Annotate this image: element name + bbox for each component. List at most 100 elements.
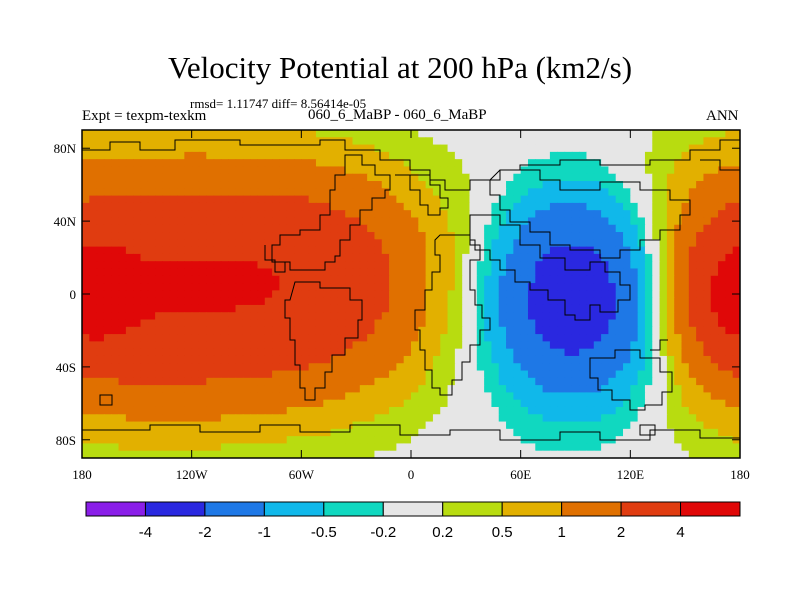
field-cell xyxy=(155,188,164,197)
field-cell xyxy=(250,428,259,437)
field-cell xyxy=(96,319,105,328)
field-cell xyxy=(703,246,712,255)
field-cell xyxy=(184,355,193,364)
field-cell xyxy=(279,232,288,240)
field-cell xyxy=(718,355,726,364)
field-cell xyxy=(506,246,514,255)
field-cell xyxy=(652,239,661,248)
field-cell xyxy=(674,130,683,138)
field-cell xyxy=(374,399,383,408)
field-cell xyxy=(732,312,740,321)
field-cell xyxy=(454,195,463,204)
field-cell xyxy=(432,210,441,219)
field-cell xyxy=(301,428,310,437)
field-cell xyxy=(242,290,251,299)
field-cell xyxy=(666,188,675,197)
field-cell xyxy=(601,188,609,197)
field-cell xyxy=(418,195,427,204)
field-cell xyxy=(462,436,471,445)
field-cell xyxy=(564,355,573,364)
field-cell xyxy=(96,246,105,255)
field-cell xyxy=(469,181,478,189)
field-cell xyxy=(666,443,675,452)
field-cell xyxy=(337,217,346,226)
field-cell xyxy=(637,181,646,189)
field-cell xyxy=(133,428,142,437)
field-cell xyxy=(601,406,609,415)
field-cell xyxy=(89,297,98,306)
field-cell xyxy=(213,334,222,342)
field-cell xyxy=(586,319,595,328)
field-cell xyxy=(257,341,266,350)
field-cell xyxy=(644,181,653,189)
field-cell xyxy=(571,268,580,277)
field-cell xyxy=(425,326,434,335)
field-cell xyxy=(718,173,726,182)
field-cell xyxy=(279,377,288,386)
field-cell xyxy=(630,421,639,430)
field-cell xyxy=(579,137,588,146)
field-cell xyxy=(133,261,142,270)
field-cell xyxy=(549,246,558,255)
field-cell xyxy=(579,217,588,226)
colorbar-swatch xyxy=(263,501,325,517)
field-cell xyxy=(659,144,668,153)
field-cell xyxy=(396,326,405,335)
field-cell xyxy=(89,130,98,138)
field-cell xyxy=(652,275,661,284)
field-cell xyxy=(345,348,354,357)
field-cell xyxy=(462,268,471,277)
field-cell xyxy=(111,188,120,197)
field-cell xyxy=(608,181,617,189)
field-cell xyxy=(659,414,668,423)
field-cell xyxy=(637,224,646,233)
field-cell xyxy=(542,283,551,291)
field-cell xyxy=(191,406,200,415)
field-cell xyxy=(257,312,266,321)
field-cell xyxy=(476,450,485,458)
field-cell xyxy=(177,275,185,284)
field-cell xyxy=(579,399,588,408)
field-cell xyxy=(579,334,588,342)
field-cell xyxy=(389,377,397,386)
field-cell xyxy=(674,137,683,146)
field-cell xyxy=(242,436,251,445)
field-cell xyxy=(710,195,719,204)
field-cell xyxy=(586,348,595,357)
field-cell xyxy=(125,224,134,233)
field-cell xyxy=(257,436,266,445)
field-cell xyxy=(82,399,90,408)
field-cell xyxy=(542,326,551,335)
field-cell xyxy=(688,210,697,219)
field-cell xyxy=(272,319,280,328)
field-cell xyxy=(476,275,485,284)
field-cell xyxy=(696,370,705,379)
field-cell xyxy=(264,224,273,233)
field-cell xyxy=(140,195,149,204)
field-cell xyxy=(659,312,668,321)
field-cell xyxy=(264,436,273,445)
field-cell xyxy=(125,450,134,458)
field-cell xyxy=(177,355,185,364)
field-cell xyxy=(206,443,215,452)
field-cell xyxy=(272,290,280,299)
field-cell xyxy=(418,385,427,393)
field-cell xyxy=(469,232,478,240)
field-cell xyxy=(681,224,690,233)
field-cell xyxy=(184,304,193,313)
field-cell xyxy=(381,334,390,342)
field-cell xyxy=(681,173,690,182)
field-cell xyxy=(579,232,588,240)
field-cell xyxy=(506,334,514,342)
field-cell xyxy=(96,355,105,364)
field-cell xyxy=(213,319,222,328)
field-cell xyxy=(571,392,580,401)
field-cell xyxy=(301,377,310,386)
field-cell xyxy=(703,421,712,430)
field-cell xyxy=(96,159,105,168)
field-cell xyxy=(286,406,295,415)
field-cell xyxy=(454,399,463,408)
field-cell xyxy=(323,202,332,211)
field-cell xyxy=(601,377,609,386)
field-cell xyxy=(491,173,500,182)
